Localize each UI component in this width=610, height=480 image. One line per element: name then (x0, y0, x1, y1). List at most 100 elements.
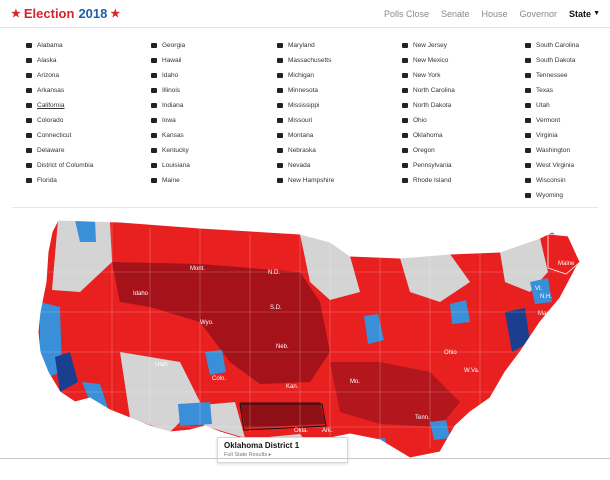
election-logo[interactable]: ★ Election 2018 ★ (8, 6, 123, 21)
state-shape-icon (26, 118, 32, 123)
state-label: Hawaii (162, 57, 182, 64)
state-link-ohio[interactable]: Ohio (402, 113, 455, 128)
state-link-south-carolina[interactable]: South Carolina (525, 38, 579, 53)
state-label: Arizona (37, 72, 60, 79)
state-shape-icon (525, 88, 531, 93)
region-northwest-grey (52, 220, 112, 292)
state-link-virginia[interactable]: Virginia (525, 128, 579, 143)
state-link-wyoming[interactable]: Wyoming (525, 188, 579, 203)
state-label: New Jersey (413, 42, 447, 49)
state-label: Idaho (162, 72, 179, 79)
region-michigan-grey (400, 254, 470, 302)
state-label: Alaska (37, 57, 57, 64)
state-label: Arkansas (37, 87, 65, 94)
state-link-new-jersey[interactable]: New Jersey (402, 38, 455, 53)
state-link-illinois[interactable]: Illinois (151, 83, 190, 98)
state-link-kansas[interactable]: Kansas (151, 128, 190, 143)
state-shape-icon (26, 73, 32, 78)
label-kansas: Kan. (286, 384, 299, 390)
state-label: North Dakota (413, 102, 452, 109)
state-link-oregon[interactable]: Oregon (402, 143, 455, 158)
state-link-alabama[interactable]: Alabama (26, 38, 93, 53)
state-link-new-york[interactable]: New York (402, 68, 455, 83)
state-link-hawaii[interactable]: Hawaii (151, 53, 190, 68)
state-link-louisiana[interactable]: Louisiana (151, 158, 190, 173)
state-link-alaska[interactable]: Alaska (26, 53, 93, 68)
region-newengland-grey (500, 238, 548, 292)
state-link-north-dakota[interactable]: North Dakota (402, 98, 455, 113)
state-shape-icon (525, 58, 531, 63)
state-link-rhode-island[interactable]: Rhode Island (402, 173, 455, 188)
state-link-new-mexico[interactable]: New Mexico (402, 53, 455, 68)
state-dropdown[interactable]: State ▼ (569, 9, 600, 19)
state-link-arizona[interactable]: Arizona (26, 68, 93, 83)
results-map[interactable]: Mont. N.D. Idaho Wyo. S.D. Neb. Utah Col… (0, 212, 610, 458)
label-colorado: Colo. (212, 376, 226, 382)
state-link-arkansas[interactable]: Arkansas (26, 83, 93, 98)
state-shape-icon (402, 103, 408, 108)
state-link-oklahoma[interactable]: Oklahoma (402, 128, 455, 143)
state-link-colorado[interactable]: Colorado (26, 113, 93, 128)
region-maine[interactable] (547, 233, 581, 275)
state-label: New Mexico (413, 57, 449, 64)
state-shape-icon (151, 88, 157, 93)
state-link-district-of-columbia[interactable]: District of Columbia (26, 158, 93, 173)
state-link-california[interactable]: California (26, 98, 93, 113)
state-link-minnesota[interactable]: Minnesota (277, 83, 334, 98)
nav-house[interactable]: House (481, 8, 508, 19)
state-link-west-virginia[interactable]: West Virginia (525, 158, 579, 173)
state-shape-icon (151, 58, 157, 63)
state-link-indiana[interactable]: Indiana (151, 98, 190, 113)
state-label: New Hampshire (288, 177, 335, 184)
state-link-maryland[interactable]: Maryland (277, 38, 334, 53)
state-link-washington[interactable]: Washington (525, 143, 579, 158)
state-link-connecticut[interactable]: Connecticut (26, 128, 93, 143)
label-wyoming: Wyo. (200, 320, 214, 326)
state-link-nebraska[interactable]: Nebraska (277, 143, 334, 158)
state-link-michigan[interactable]: Michigan (277, 68, 334, 83)
state-link-texas[interactable]: Texas (525, 83, 579, 98)
nav-senate[interactable]: Senate (440, 8, 470, 19)
state-label: Delaware (37, 147, 65, 154)
nav-governor[interactable]: Governor (519, 8, 558, 19)
state-link-pennsylvania[interactable]: Pennsylvania (402, 158, 455, 173)
logo-title: Election (23, 6, 75, 21)
state-label: New York (413, 72, 441, 79)
district-tooltip: Oklahoma District 1 Full State Results ▸ (217, 437, 348, 463)
state-shape-icon (151, 133, 157, 138)
selected-district-outline[interactable] (239, 403, 327, 431)
state-link-montana[interactable]: Montana (277, 128, 334, 143)
state-link-north-carolina[interactable]: North Carolina (402, 83, 455, 98)
full-results-link[interactable]: Full State Results ▸ (224, 452, 272, 458)
state-link-maine[interactable]: Maine (151, 173, 190, 188)
state-shape-icon (26, 88, 32, 93)
state-link-new-hampshire[interactable]: New Hampshire (277, 173, 334, 188)
top-bar: ★ Election 2018 ★ Polls Close Senate Hou… (0, 0, 610, 28)
state-link-mississippi[interactable]: Mississippi (277, 98, 334, 113)
label-vermont: Vt. (535, 286, 543, 292)
state-link-missouri[interactable]: Missouri (277, 113, 334, 128)
state-link-utah[interactable]: Utah (525, 98, 579, 113)
state-label: Wyoming (536, 192, 564, 199)
state-link-south-dakota[interactable]: South Dakota (525, 53, 579, 68)
state-link-iowa[interactable]: Iowa (151, 113, 190, 128)
state-link-kentucky[interactable]: Kentucky (151, 143, 190, 158)
state-shape-icon (151, 148, 157, 153)
state-link-massachusetts[interactable]: Massachusetts (277, 53, 334, 68)
region-seattle-blue (75, 220, 96, 242)
state-link-idaho[interactable]: Idaho (151, 68, 190, 83)
state-link-florida[interactable]: Florida (26, 173, 93, 188)
state-label: Kentucky (162, 147, 189, 154)
label-idaho: Idaho (133, 291, 149, 297)
label-nebraska: Neb. (276, 344, 289, 350)
state-link-tennessee[interactable]: Tennessee (525, 68, 579, 83)
state-link-vermont[interactable]: Vermont (525, 113, 579, 128)
state-shape-icon (277, 133, 283, 138)
state-link-wisconsin[interactable]: Wisconsin (525, 173, 579, 188)
us-district-map[interactable]: Mont. N.D. Idaho Wyo. S.D. Neb. Utah Col… (0, 212, 610, 458)
nav-polls-close[interactable]: Polls Close (383, 8, 429, 19)
state-shape-icon (525, 193, 531, 198)
state-link-georgia[interactable]: Georgia (151, 38, 190, 53)
state-link-nevada[interactable]: Nevada (277, 158, 334, 173)
state-link-delaware[interactable]: Delaware (26, 143, 93, 158)
